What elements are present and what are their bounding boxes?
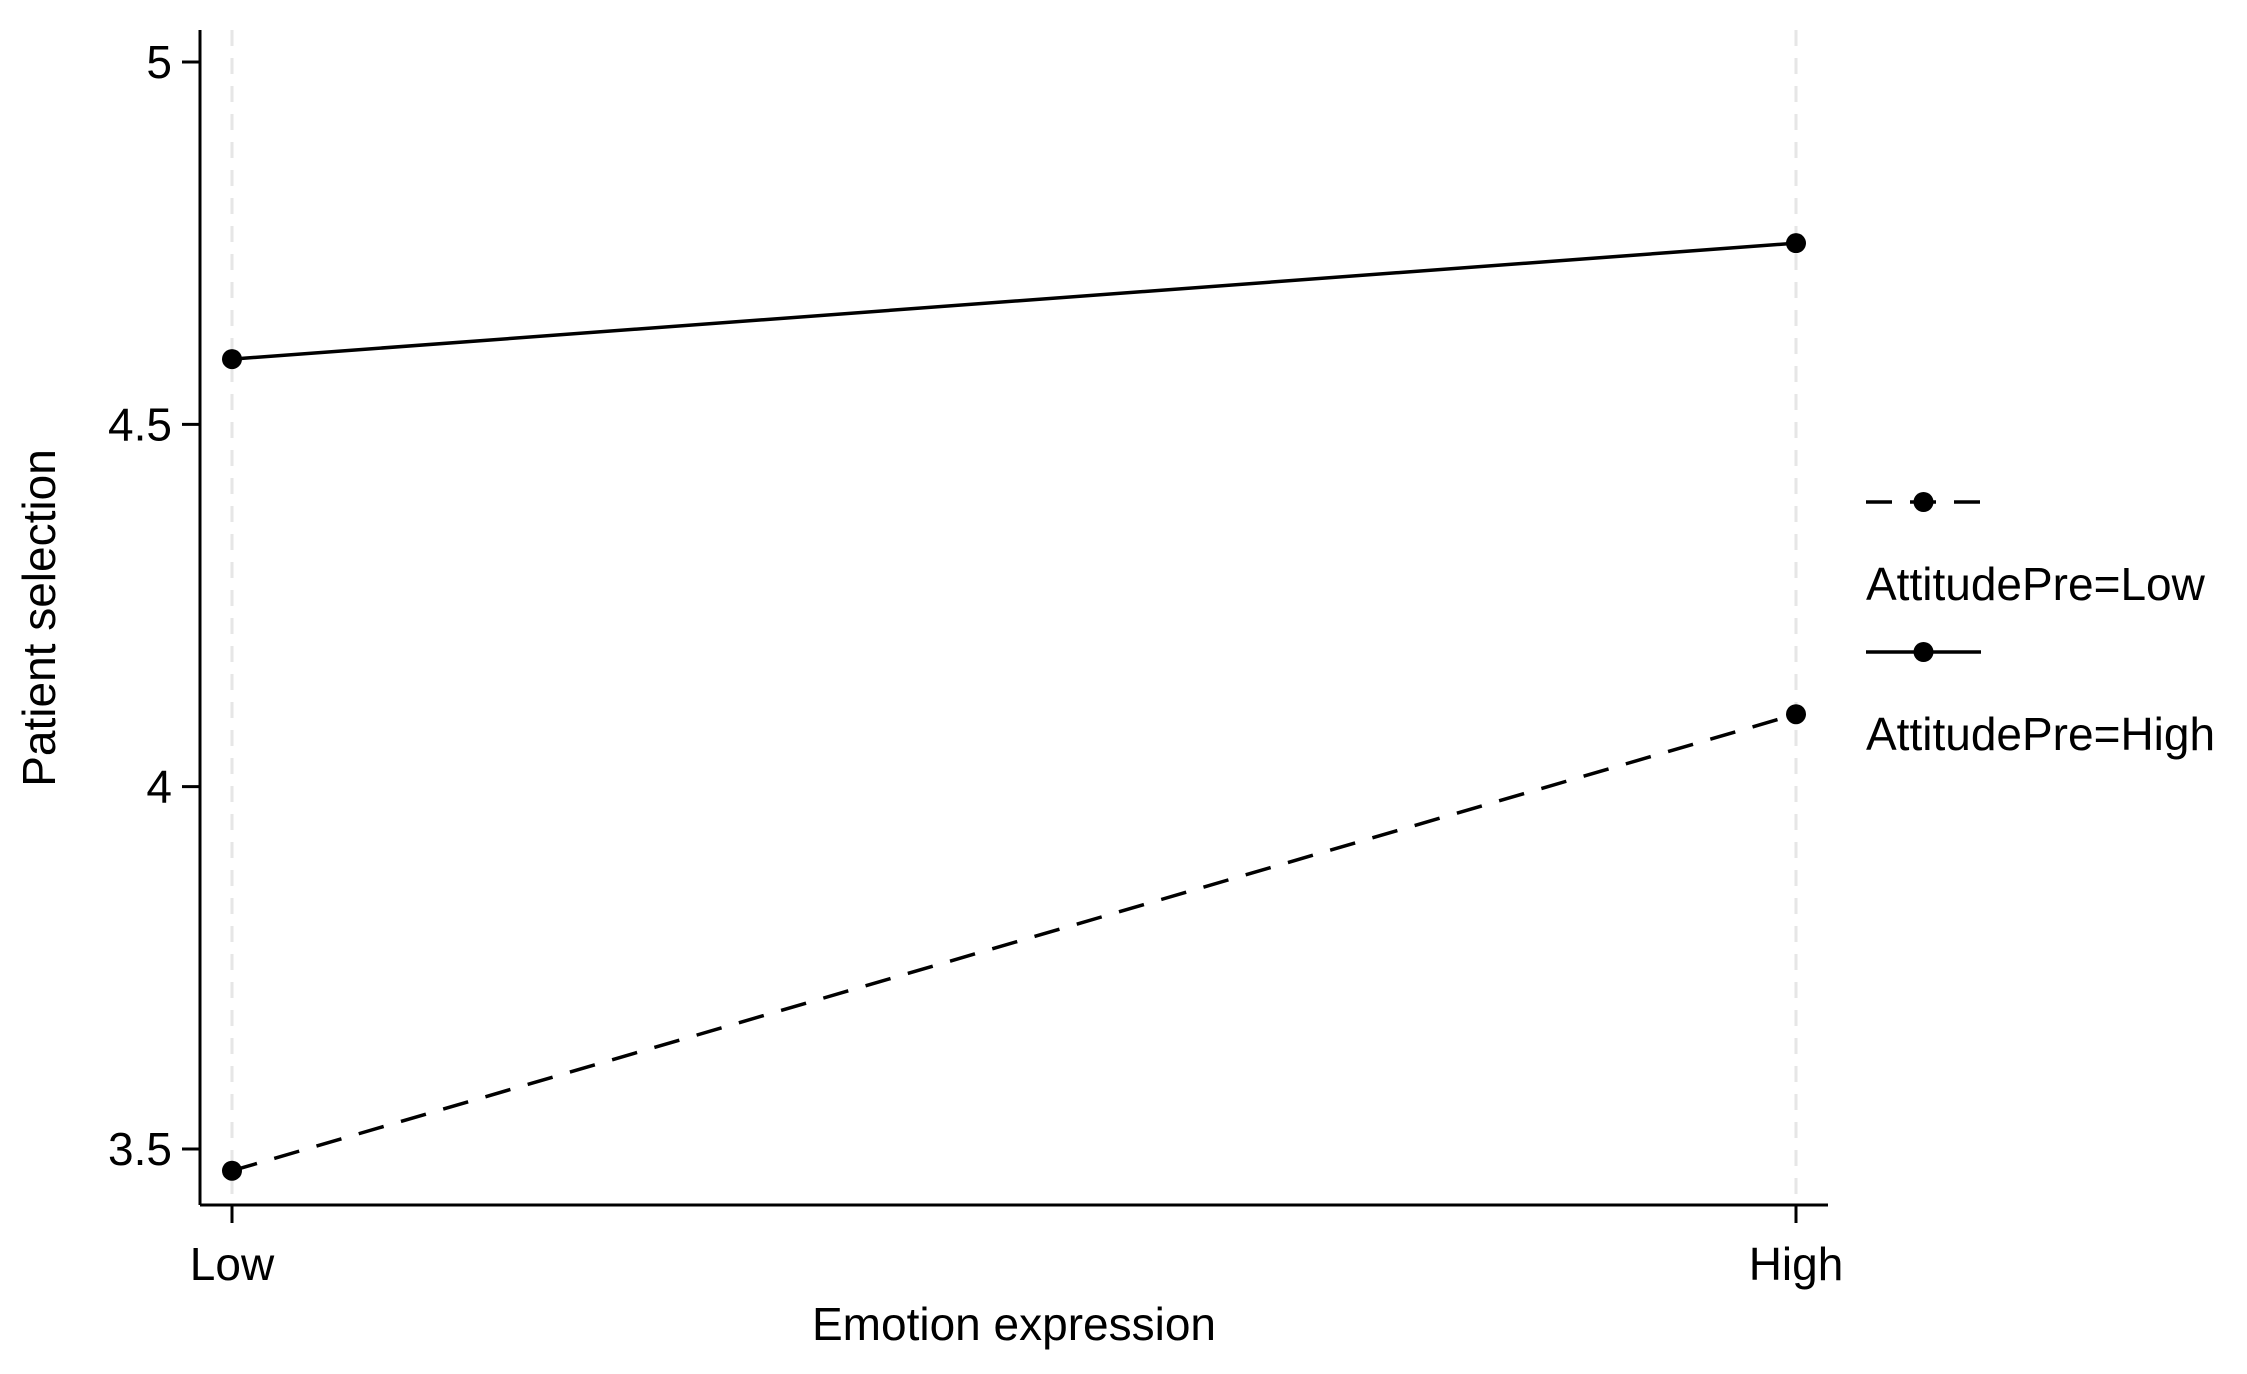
- legend-label: AttitudePre=High: [1866, 708, 2215, 760]
- y-tick-label: 5: [146, 36, 172, 88]
- legend-label: AttitudePre=Low: [1866, 558, 2206, 610]
- data-point: [1786, 704, 1806, 725]
- x-tick-label: Low: [190, 1238, 275, 1290]
- x-tick-label: High: [1749, 1238, 1844, 1290]
- tick-layer: 3.5 4 4.5 5 Low High: [108, 36, 1843, 1290]
- legend-key-marker: [1913, 492, 1934, 512]
- series-line: [231, 712, 1797, 1173]
- y-tick-label: 3.5: [108, 1123, 172, 1175]
- legend-key-marker: [1913, 642, 1934, 662]
- legend-item: AttitudePre=Low: [1866, 492, 2206, 610]
- y-tick-label: 4.5: [108, 398, 172, 450]
- grid-layer: [230, 30, 1798, 1205]
- x-axis-title: Emotion expression: [812, 1298, 1216, 1350]
- data-point: [222, 1160, 242, 1181]
- legend: AttitudePre=Low AttitudePre=High: [1866, 492, 2215, 760]
- data-point: [1786, 233, 1806, 254]
- series-line: [231, 241, 1797, 361]
- legend-item: AttitudePre=High: [1866, 642, 2215, 760]
- series-layer: [222, 233, 1806, 1181]
- label-layer: Emotion expression Patient selection: [13, 449, 1216, 1350]
- y-tick-label: 4: [146, 761, 172, 813]
- series-1: [222, 704, 1806, 1181]
- y-axis-title: Patient selection: [13, 449, 65, 787]
- data-point: [222, 349, 242, 370]
- series-2: [222, 233, 1806, 370]
- axis-layer: [198, 30, 1828, 1207]
